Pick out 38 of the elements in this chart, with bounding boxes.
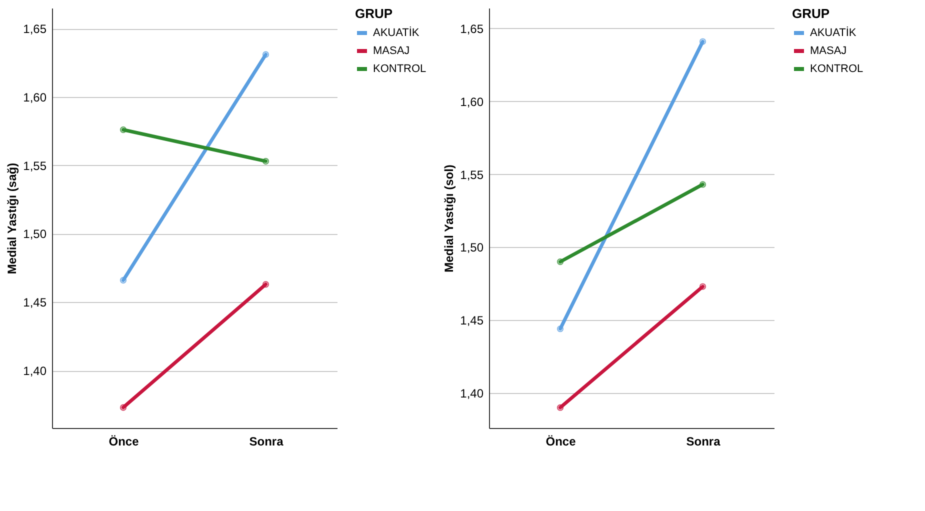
legend-label: KONTROL [810,63,864,75]
y-tick-label: 1,60 [460,94,484,109]
y-tick-label: 1,65 [460,22,484,36]
point [120,276,127,284]
y-tick-label: 1,65 [23,22,47,36]
point [556,258,564,266]
x-tick-label: Önce [108,434,140,448]
legend-label: MASAJ [810,45,847,57]
x-tick-label: Önce [546,434,576,448]
legend-label: AKUATİK [373,26,420,39]
x-tick-label: Sonra [686,434,721,448]
point [699,181,706,188]
point [699,38,706,45]
point [699,283,706,290]
point [262,158,270,165]
point [262,281,270,288]
y-axis-title: Medial Yastığı (sağ) [5,162,20,274]
y-tick-label: 1,55 [460,168,484,182]
point [262,51,270,58]
y-tick-label: 1,50 [460,240,484,255]
y-tick-label: 1,45 [23,296,47,310]
point [120,404,127,411]
y-tick-label: 1,55 [23,158,47,173]
y-axis-title: Medial Yastığı (sol) [442,164,456,272]
y-tick-label: 1,60 [23,90,47,104]
legend-title: GRUP [355,6,393,21]
legend-label: KONTROL [373,63,426,75]
y-tick-label: 1,40 [460,386,484,400]
y-tick-label: 1,50 [23,227,47,242]
y-tick-label: 1,40 [23,364,47,378]
y-tick-label: 1,45 [460,314,484,328]
legend-label: MASAJ [373,45,410,57]
point [556,326,564,332]
legend-title: GRUP [792,6,830,21]
legend-label: AKUATİK [810,26,857,39]
point [120,126,127,134]
point [556,404,564,411]
x-tick-label: Sonra [249,434,284,448]
